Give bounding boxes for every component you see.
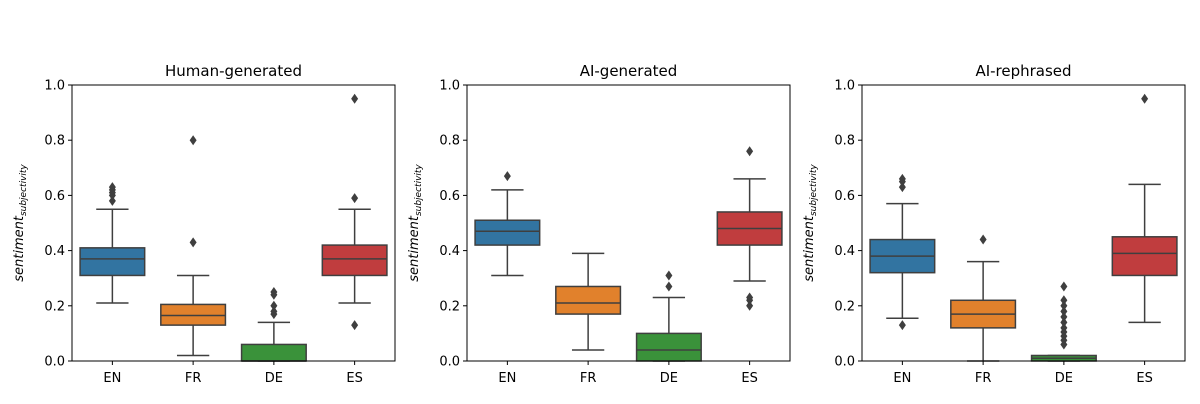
box-en (869, 173, 936, 331)
x-tick-label: ES (741, 371, 757, 386)
plot-frame (466, 84, 791, 362)
y-axis-label-sub: subjectivity (19, 164, 29, 216)
box-iqr (555, 285, 622, 315)
y-tick-label: 0.4 (44, 244, 65, 259)
y-tick-label: 1.0 (439, 79, 460, 94)
box-iqr (1111, 236, 1178, 277)
y-tick-label: 0.8 (439, 134, 460, 149)
outlier-point (351, 193, 359, 204)
y-tick-label: 0.0 (834, 355, 855, 370)
box-de (1030, 281, 1097, 362)
panel-1: Human-generated 0.0 0.2 0.4 0.6 0.8 1.0 sentime… (12, 62, 396, 386)
box-en (79, 182, 146, 304)
outlier-point (108, 195, 116, 206)
y-axis-label-main: sentiment (407, 215, 422, 282)
y-tick-label: 0.2 (44, 299, 65, 314)
x-tick-label: FR (975, 371, 992, 386)
y-axis-label: sentimentsubjectivity (12, 164, 29, 282)
box-fr (950, 234, 1017, 362)
y-tick-label: 0.8 (44, 134, 65, 149)
plot-frame (71, 84, 396, 362)
outlier-point (1060, 295, 1068, 306)
panel-2: AI-generated 0.0 0.2 0.4 0.6 0.8 1.0 sentiments… (407, 62, 791, 386)
y-tick-label: 0.0 (44, 355, 65, 370)
y-tick-label: 0.6 (834, 189, 855, 204)
box-es (1111, 93, 1178, 324)
outlier-point (270, 300, 278, 311)
outlier-point (503, 171, 511, 182)
outlier-point (189, 237, 197, 248)
y-tick-label: 0.4 (439, 244, 460, 259)
outlier-point (1060, 306, 1068, 317)
box-fr (160, 135, 227, 357)
y-axis-label-main: sentiment (802, 215, 817, 282)
x-tick-label: DE (660, 371, 678, 386)
box-es (716, 146, 783, 311)
outlier-point (351, 320, 359, 331)
outlier-point (665, 270, 673, 281)
panel-title: Human-generated (165, 62, 302, 80)
outlier-point (898, 182, 906, 193)
box-iqr (79, 247, 146, 277)
outlier-point (979, 234, 987, 245)
y-tick-label: 0.6 (44, 189, 65, 204)
x-tick-label: FR (185, 371, 202, 386)
y-tick-label: 0.4 (834, 244, 855, 259)
x-tick-label: DE (1055, 371, 1073, 386)
box-es (321, 93, 388, 331)
panel-title: AI-generated (580, 62, 678, 80)
box-iqr (321, 244, 388, 277)
y-tick-label: 0.0 (439, 355, 460, 370)
x-tick-label: EN (103, 371, 121, 386)
outlier-point (898, 320, 906, 331)
outlier-point (746, 146, 754, 157)
outlier-point (108, 182, 116, 193)
x-tick-label: EN (498, 371, 516, 386)
outlier-point (1060, 317, 1068, 328)
panel-title: AI-rephrased (975, 62, 1071, 80)
outlier-point (1060, 322, 1068, 333)
outlier-point (189, 135, 197, 146)
outlier-point (351, 93, 359, 104)
x-tick-label: DE (265, 371, 283, 386)
y-axis-label: sentimentsubjectivity (407, 164, 424, 282)
y-tick-label: 0.6 (439, 189, 460, 204)
box-en (474, 171, 541, 277)
y-axis-label-sub: subjectivity (414, 164, 424, 216)
outlier-point (1060, 300, 1068, 311)
box-de (635, 270, 702, 362)
x-tick-label: ES (346, 371, 362, 386)
x-tick-label: FR (580, 371, 597, 386)
outlier-point (1060, 281, 1068, 292)
x-tick-label: ES (1136, 371, 1152, 386)
y-tick-label: 0.2 (439, 299, 460, 314)
y-axis-label: sentimentsubjectivity (802, 164, 819, 282)
y-axis-label-sub: subjectivity (809, 164, 819, 216)
y-tick-label: 1.0 (834, 79, 855, 94)
outlier-point (746, 292, 754, 303)
outlier-point (270, 287, 278, 297)
outlier-point (898, 173, 906, 184)
y-tick-label: 1.0 (44, 79, 65, 94)
outlier-point (1060, 311, 1068, 322)
box-de (240, 287, 307, 362)
box-iqr (474, 219, 541, 246)
y-tick-label: 0.8 (834, 134, 855, 149)
box-iqr (240, 343, 307, 362)
outlier-point (746, 300, 754, 311)
plot-frame (861, 84, 1186, 362)
outlier-point (665, 281, 673, 292)
y-tick-label: 0.2 (834, 299, 855, 314)
outlier-point (1141, 93, 1149, 104)
box-fr (555, 252, 622, 351)
y-axis-label-main: sentiment (12, 215, 27, 282)
x-tick-label: EN (893, 371, 911, 386)
panel-3: AI-rephrased 0.0 0.2 0.4 0.6 0.8 1.0 sentiments… (802, 62, 1186, 386)
box-iqr (635, 332, 702, 362)
outlier-point (270, 306, 278, 317)
